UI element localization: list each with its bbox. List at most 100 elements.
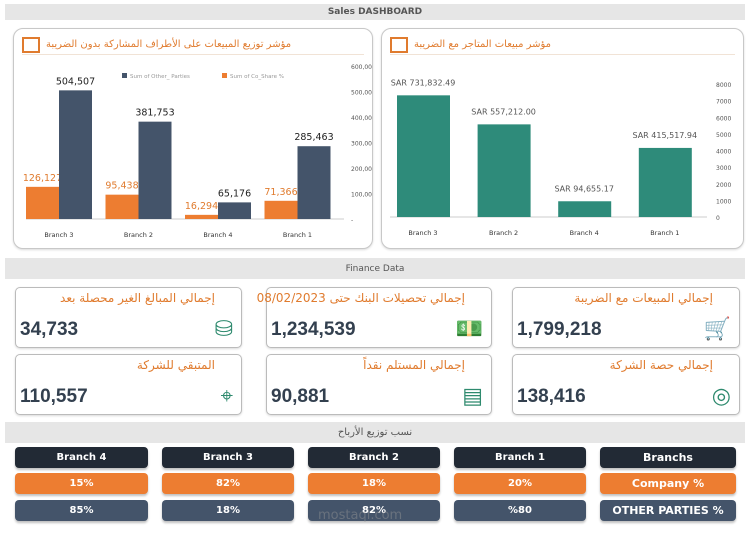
kpi-value: 1,799,218 [517,319,602,340]
data-label: SAR 94,655.17 [554,184,614,193]
y-tick-label: 0 [716,215,720,222]
kpi-label: إجمالي تحصيلات البنك حتى 08/02/2023 [256,291,465,305]
bar [397,95,450,217]
bar [297,146,331,219]
profit-cell: 82% [162,473,294,494]
data-label: 95,438 [105,181,138,192]
cash-icon: 💵 [455,317,483,342]
profit-cell: Branch 2 [308,447,440,468]
coins-icon: ⛁ [214,317,233,342]
kpi-card: إجمالي تحصيلات البنك حتى 08/02/2023 1,23… [257,287,492,348]
profit-cell: 18% [308,473,440,494]
store-sales-chart: 0 1000 2000 3000 4000 5000 6000 7000 8000 SAR 731… [390,78,731,237]
profit-cell: 82% [308,500,440,521]
x-tick-label: Branch 2 [124,231,153,239]
profit-cell: 18% [162,500,294,521]
profit-cell: OTHER PARTIES % [600,500,736,521]
y-tick-label: - [351,217,353,224]
profit-cell: 15% [15,473,148,494]
profit-cell: %80 [454,500,586,521]
kpi-label: إجمالي المستلم نقداً [363,358,465,372]
data-label: 381,753 [135,108,174,119]
y-tick-label: 1000 [716,198,731,205]
x-tick-label: Branch 1 [283,231,312,239]
profit-cell: Branch 1 [454,447,586,468]
y-tick-label: 600,00 [351,64,372,71]
kpi-value: 90,881 [271,386,330,407]
chart-title: مؤشر مبيعات المتاجر مع الضريبة [414,39,552,50]
bar [185,214,218,219]
bar [638,147,692,217]
x-tick-label: Branch 3 [44,231,73,239]
kpi-label: إجمالي المبالغ الغير محصلة بعد [60,291,215,305]
legend-swatch [222,73,227,78]
bar [105,194,139,219]
profit-cell: Branch 4 [15,447,148,468]
profit-section-title: نسب توزيع الأرباح [5,422,745,443]
y-tick-label: 400,00 [351,115,372,122]
bar [558,201,612,217]
bar [26,186,59,219]
dashboard-title: Sales DASHBOARD [5,4,745,20]
profit-cell: Branch 3 [162,447,294,468]
kpi-label: المتبقي للشركة [136,358,215,372]
finance-section-title: Finance Data [5,258,745,279]
kpi-card: المتبقي للشركة 110,557 ⌖ [15,354,242,415]
legend-label: Sum of Other_ Parties [130,74,190,80]
x-tick-label: Branch 3 [408,229,437,237]
profit-cell: 85% [15,500,148,521]
kpi-label: إجمالي حصة الشركة [609,358,713,372]
x-tick-label: Branch 4 [570,229,599,237]
crosshair-icon: ⌖ [220,384,233,409]
kpi-label: إجمالي المبيعات مع الضريبة [574,291,713,305]
data-label: SAR 557,212.00 [471,107,536,116]
y-tick-label: 6000 [716,115,731,122]
y-tick-label: 100,00 [351,192,372,199]
kpi-card: إجمالي المبيعات مع الضريبة 1,799,218 🛒 [512,287,740,348]
cart-icon: 🛒 [703,317,731,342]
chart-title: مؤشر توزيع المبيعات على الأطراف المشاركة… [46,39,292,50]
store-sales-chart-card: مؤشر مبيعات المتاجر مع الضريبة 0 1000 2000… [381,28,744,249]
x-tick-label: Branch 4 [203,231,232,239]
y-tick-label: 300,00 [351,141,372,148]
watermark: mostaql.com [318,508,403,523]
bar [218,202,251,219]
profit-cell: 20% [454,473,586,494]
data-label: 504,507 [56,76,95,87]
data-label: SAR 415,517.94 [632,131,697,140]
legend-label: Sum of Co_Share % [230,74,284,80]
kpi-value: 138,416 [517,386,586,407]
bar [59,90,92,220]
target-icon: ◎ [711,384,731,409]
data-label: 285,463 [294,132,333,143]
profit-cell: Branchs [600,447,736,468]
y-tick-label: 2000 [716,182,731,189]
bar [138,121,172,219]
y-tick-label: 7000 [716,99,731,106]
kpi-card: إجمالي المستلم نقداً 90,881 ▤ [266,354,492,415]
data-label: 16,294 [185,201,218,212]
y-tick-label: 3000 [716,165,731,172]
data-label: 71,366 [264,187,297,198]
kpi-value: 110,557 [20,386,88,407]
profit-cell: Company % [600,473,736,494]
bar-chart-icon [22,36,40,53]
data-label: 65,176 [218,188,251,199]
bar [477,124,531,217]
kpi-card: إجمالي حصة الشركة 138,416 ◎ [512,354,740,415]
data-label: SAR 731,832.49 [391,78,456,87]
x-tick-label: Branch 2 [489,229,518,237]
credit-card-icon: ▤ [462,384,483,409]
y-tick-label: 4000 [716,149,731,156]
kpi-value: 1,234,539 [271,319,356,340]
kpi-card: إجمالي المبالغ الغير محصلة بعد 34,733 ⛁ [15,287,242,348]
kpi-value: 34,733 [20,319,79,340]
data-label: 126,127 [23,173,62,184]
sales-distribution-chart-card: مؤشر توزيع المبيعات على الأطراف المشاركة… [13,28,373,249]
legend-swatch [122,73,127,78]
y-tick-label: 200,00 [351,166,372,173]
bar-chart-icon [390,36,408,53]
y-tick-label: 500,00 [351,90,372,97]
y-tick-label: 8000 [716,82,731,89]
bar [264,200,298,219]
